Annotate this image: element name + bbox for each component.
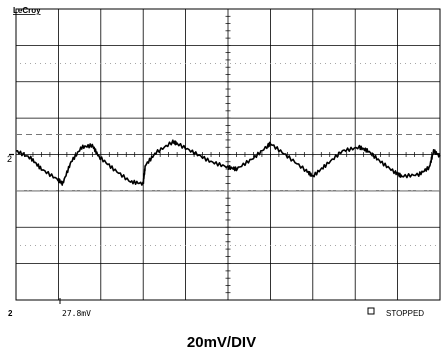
volts-per-division-caption: 20mV/DIV [186,334,257,351]
ground-marker: 2 [8,309,13,318]
reference-lines [9,133,440,304]
brand-label: LeCroy [13,6,41,15]
status-indicator-icon [367,307,375,315]
trigger-readout: 27.8mV [62,309,91,318]
oscilloscope-screen: LeCroy 2 2 27.8mV STOPPED [0,0,443,320]
channel-marker: 2 [7,154,12,164]
screen-background [0,0,443,320]
signal-trace [15,139,441,186]
status-label: STOPPED [386,309,424,318]
trace-layer [15,139,441,186]
